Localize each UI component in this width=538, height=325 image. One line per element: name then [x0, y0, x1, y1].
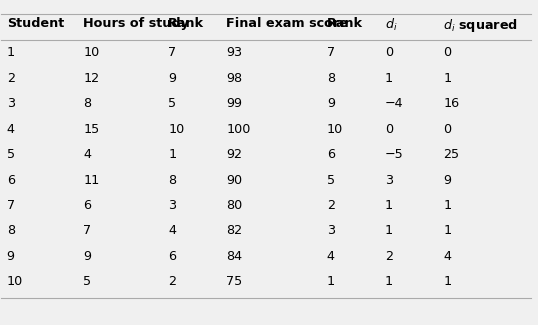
Text: 1: 1: [385, 199, 393, 212]
Text: 10: 10: [168, 123, 185, 136]
Text: 6: 6: [6, 174, 15, 187]
Text: 3: 3: [6, 97, 15, 110]
Text: 90: 90: [226, 174, 243, 187]
Text: 93: 93: [226, 46, 243, 59]
Text: 9: 9: [83, 250, 91, 263]
Text: 5: 5: [327, 174, 335, 187]
Text: Hours of study: Hours of study: [83, 17, 189, 30]
Text: 2: 2: [385, 250, 393, 263]
Text: 7: 7: [83, 225, 91, 238]
Text: 3: 3: [168, 199, 176, 212]
Text: 80: 80: [226, 199, 243, 212]
Text: Rank: Rank: [168, 17, 204, 30]
Text: 1: 1: [6, 46, 15, 59]
Text: 1: 1: [443, 199, 451, 212]
Text: 4: 4: [83, 148, 91, 161]
Text: 9: 9: [168, 72, 176, 85]
Text: 6: 6: [327, 148, 335, 161]
Text: 1: 1: [385, 275, 393, 288]
Text: Rank: Rank: [327, 17, 363, 30]
Text: 0: 0: [385, 123, 393, 136]
Text: 6: 6: [83, 199, 91, 212]
Text: 5: 5: [168, 97, 176, 110]
Text: 3: 3: [385, 174, 393, 187]
Text: 0: 0: [443, 46, 451, 59]
Text: 4: 4: [6, 123, 15, 136]
Text: 10: 10: [83, 46, 100, 59]
Text: 4: 4: [443, 250, 451, 263]
Text: 7: 7: [6, 199, 15, 212]
Text: 25: 25: [443, 148, 459, 161]
Text: 7: 7: [327, 46, 335, 59]
Text: −5: −5: [385, 148, 404, 161]
Text: 12: 12: [83, 72, 100, 85]
Text: 75: 75: [226, 275, 243, 288]
Text: 16: 16: [443, 97, 459, 110]
Text: 1: 1: [385, 225, 393, 238]
Text: 9: 9: [443, 174, 451, 187]
Text: 99: 99: [226, 97, 242, 110]
Text: 98: 98: [226, 72, 243, 85]
Text: 7: 7: [168, 46, 176, 59]
Text: 2: 2: [168, 275, 176, 288]
Text: 100: 100: [226, 123, 251, 136]
Text: 8: 8: [6, 225, 15, 238]
Text: 8: 8: [168, 174, 176, 187]
Text: 8: 8: [327, 72, 335, 85]
Text: −4: −4: [385, 97, 404, 110]
Text: 4: 4: [168, 225, 176, 238]
Text: 0: 0: [443, 123, 451, 136]
Text: 1: 1: [443, 225, 451, 238]
Text: Final exam score: Final exam score: [226, 17, 348, 30]
Text: 2: 2: [6, 72, 15, 85]
Text: 10: 10: [327, 123, 343, 136]
Text: 1: 1: [443, 72, 451, 85]
Text: 10: 10: [6, 275, 23, 288]
Text: Student: Student: [6, 17, 64, 30]
Text: $d_i$: $d_i$: [385, 17, 398, 33]
Text: 92: 92: [226, 148, 242, 161]
Text: 8: 8: [83, 97, 91, 110]
Text: 82: 82: [226, 225, 243, 238]
Text: 1: 1: [385, 72, 393, 85]
Text: 4: 4: [327, 250, 335, 263]
Text: $d_i$ squared: $d_i$ squared: [443, 17, 518, 34]
Text: 6: 6: [168, 250, 176, 263]
Text: 1: 1: [327, 275, 335, 288]
Text: 9: 9: [327, 97, 335, 110]
Text: 84: 84: [226, 250, 243, 263]
Text: 15: 15: [83, 123, 100, 136]
Text: 0: 0: [385, 46, 393, 59]
Text: 1: 1: [443, 275, 451, 288]
Text: 2: 2: [327, 199, 335, 212]
Text: 1: 1: [168, 148, 176, 161]
Text: 11: 11: [83, 174, 100, 187]
Text: 9: 9: [6, 250, 15, 263]
Text: 5: 5: [83, 275, 91, 288]
Text: 5: 5: [6, 148, 15, 161]
Text: 3: 3: [327, 225, 335, 238]
